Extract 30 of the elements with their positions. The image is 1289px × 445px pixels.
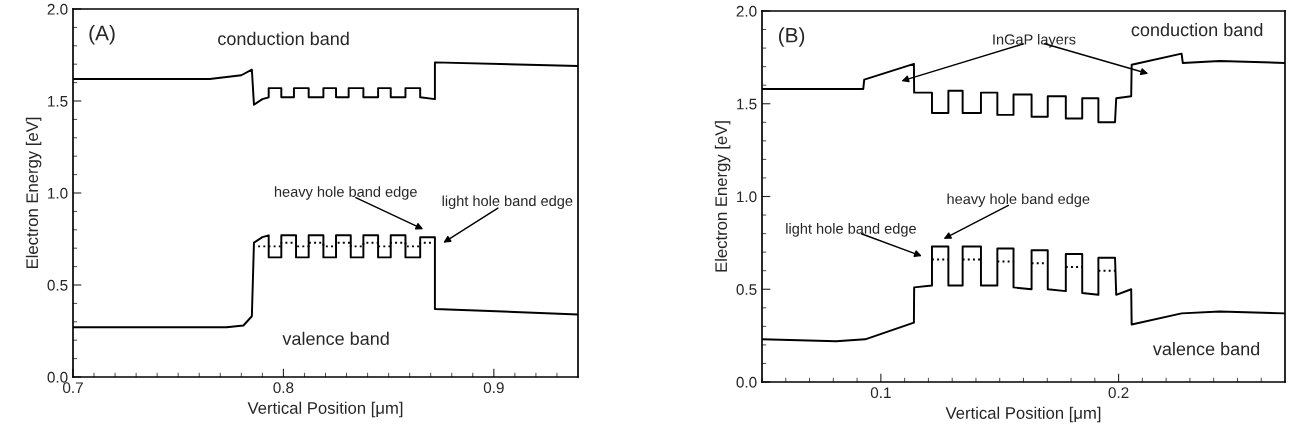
annotation: heavy hole band edge [947,193,1090,208]
x-axis-title: Vertical Position [μm] [945,406,1101,423]
y-tick-label: 0.5 [47,279,68,291]
annotation: InGaP layers [993,33,1076,48]
x-tick-label: 0.7 [62,382,83,394]
y-tick-label: 2.0 [47,3,68,15]
annotation: (B) [778,27,805,47]
y-axis-title: Electron Energy [eV] [714,121,731,272]
y-tick-label: 0.5 [736,284,757,295]
y-axis-title: Electron Energy [eV] [25,117,42,269]
x-tick-label: 0.2 [1108,387,1129,399]
annotation: light hole band edge [442,195,573,209]
y-tick-label: 2.0 [736,5,757,17]
x-tick-label: 0.1 [870,387,891,399]
y-tick-label: 1.5 [48,96,68,107]
y-tick-label: 0.0 [47,371,68,383]
y-tick-label: 0.0 [736,376,757,388]
y-tick-label: 1.0 [48,187,68,199]
annotation: light hole band edge [786,223,916,237]
x-tick-label: 0.9 [483,382,504,394]
annotation: conduction band [218,31,349,46]
annotation: heavy hole band edge [274,186,417,200]
y-tick-label: 1.5 [737,98,757,110]
annotation: valence band [1152,342,1260,356]
y-tick-label: 1.0 [737,191,757,203]
annotation: valence band [282,331,389,346]
x-tick-label: 0.8 [273,382,294,394]
annotation: (A) [89,25,115,45]
x-axis-title: Vertical Position [μm] [247,401,403,418]
annotation: conduction band [1131,22,1263,37]
